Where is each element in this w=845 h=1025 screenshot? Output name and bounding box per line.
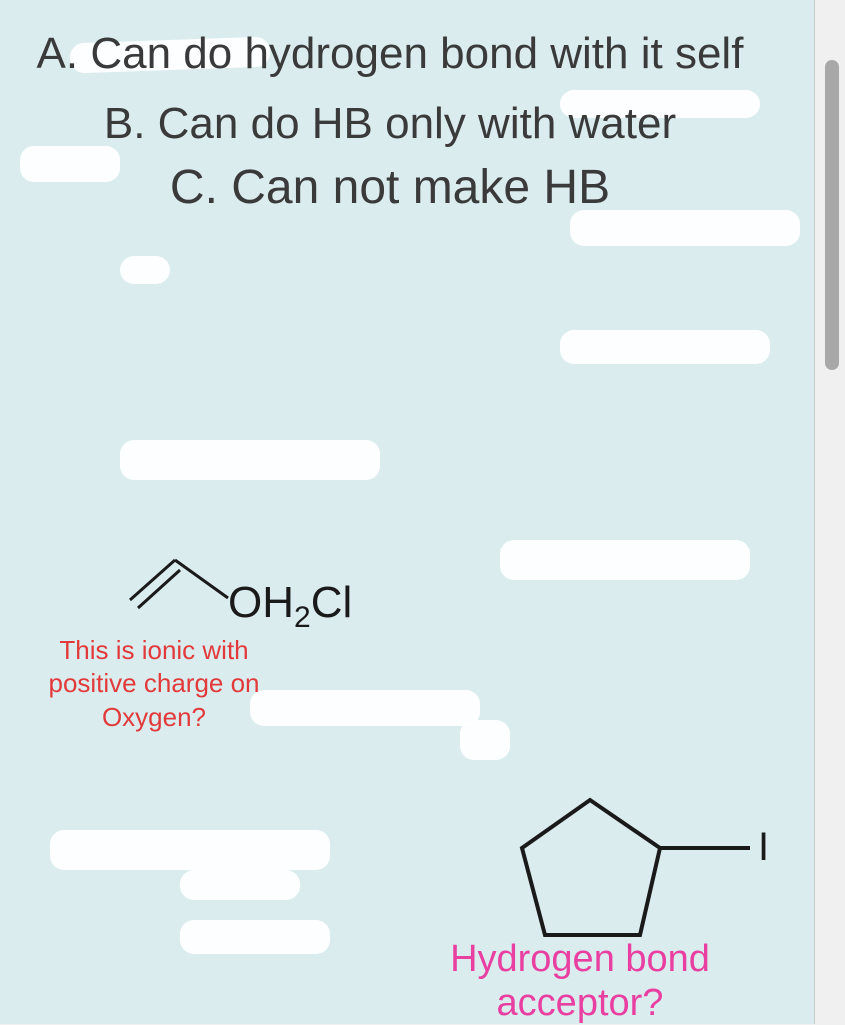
eraser-smudge	[180, 870, 300, 900]
annotation-ionic-question: This is ionic with positive charge on Ox…	[24, 634, 284, 734]
eraser-smudge	[120, 440, 380, 480]
scrollbar-thumb[interactable]	[825, 60, 839, 370]
molecule-1-formula: OH2Cl	[228, 578, 352, 635]
eraser-smudge	[120, 256, 170, 284]
annotation-hb-acceptor-question: Hydrogen bond acceptor?	[370, 938, 790, 1025]
eraser-smudge	[570, 210, 800, 246]
eraser-smudge	[180, 920, 330, 954]
molecule-2: I	[500, 790, 800, 960]
content-page: A. Can do hydrogen bond with it self B. …	[0, 0, 815, 1024]
molecule-2-substituent: I	[758, 825, 769, 869]
header-fragment	[40, 0, 48, 16]
eraser-smudge	[250, 690, 480, 726]
eraser-smudge	[560, 330, 770, 364]
option-b: B. Can do HB only with water	[0, 98, 780, 150]
option-c: C. Can not make HB	[0, 160, 780, 215]
molecule-2-structure: I	[500, 790, 800, 960]
answer-options: A. Can do hydrogen bond with it self B. …	[0, 28, 780, 215]
eraser-smudge	[460, 720, 510, 760]
option-a: A. Can do hydrogen bond with it self	[0, 28, 780, 80]
eraser-smudge	[500, 540, 750, 580]
eraser-smudge	[50, 830, 330, 870]
